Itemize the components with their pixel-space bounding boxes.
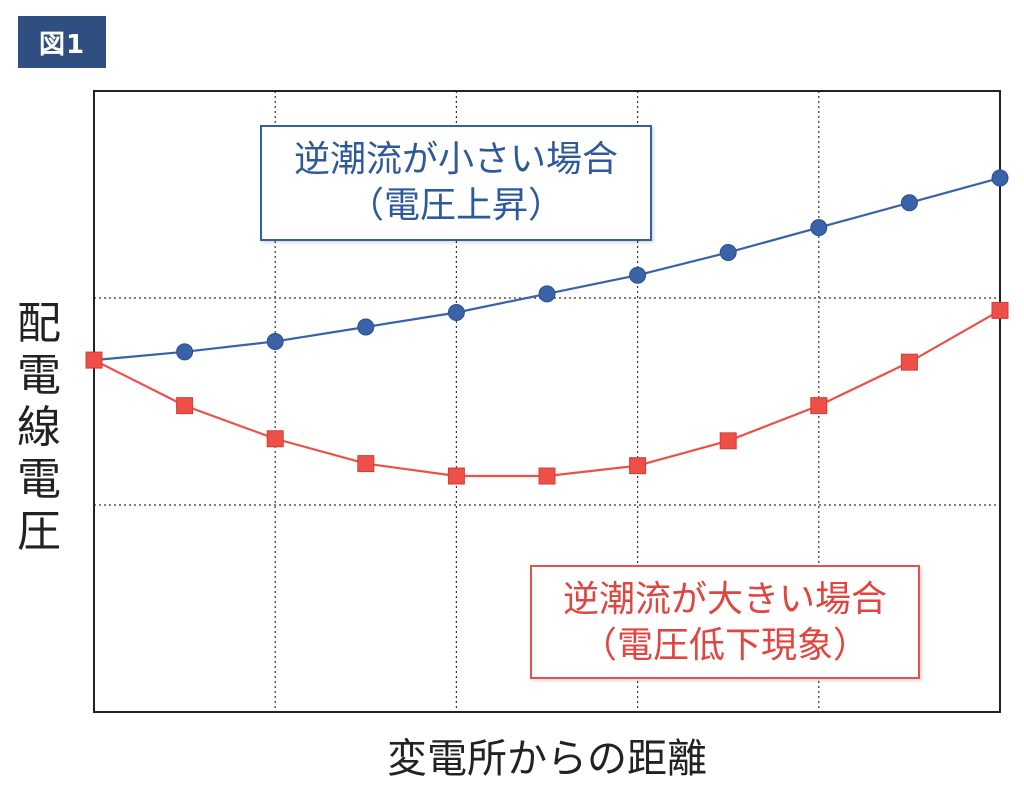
data-point [447,303,465,321]
y-axis-label: 配電線電圧 [14,298,64,558]
data-point [266,332,284,350]
data-point [900,353,918,371]
series-large-reverse-flow [85,301,1009,485]
series-line [93,309,1001,478]
annotation-large-line2: （電圧低下現象） [580,625,869,666]
data-point [719,432,737,450]
annotation-small-line1: 逆潮流が小さい場合 [293,139,618,180]
annotation-small-reverse-flow: 逆潮流が小さい場合 （電圧上昇） [260,125,652,241]
y-axis-label-char: 電 [17,350,61,401]
data-point [266,430,284,448]
annotation-large-line1: 逆潮流が大きい場合 [562,579,887,620]
data-point [991,301,1009,319]
data-point [176,343,194,361]
data-point [991,169,1009,187]
data-point [810,219,828,237]
data-point [538,467,556,485]
series-layer [85,169,1009,485]
data-point [810,397,828,415]
data-point [629,457,647,475]
y-axis-label-char: 電 [17,454,61,505]
x-axis-label: 変電所からの距離 [387,736,707,782]
annotation-small-line2: （電圧上昇） [347,185,564,226]
data-point [357,455,375,473]
data-point [538,285,556,303]
data-point [85,351,103,369]
data-point [629,266,647,284]
plot-frame [93,90,1001,713]
y-axis-label-char: 配 [17,298,61,349]
y-axis-label-char: 圧 [17,506,61,557]
data-point [719,243,737,261]
annotation-large-reverse-flow: 逆潮流が大きい場合 （電圧低下現象） [530,565,920,679]
data-point [357,318,375,336]
data-point [900,194,918,212]
y-axis-label-char: 線 [17,402,61,453]
data-point [447,467,465,485]
figure-badge: 図1 [18,16,106,68]
data-point [176,397,194,415]
